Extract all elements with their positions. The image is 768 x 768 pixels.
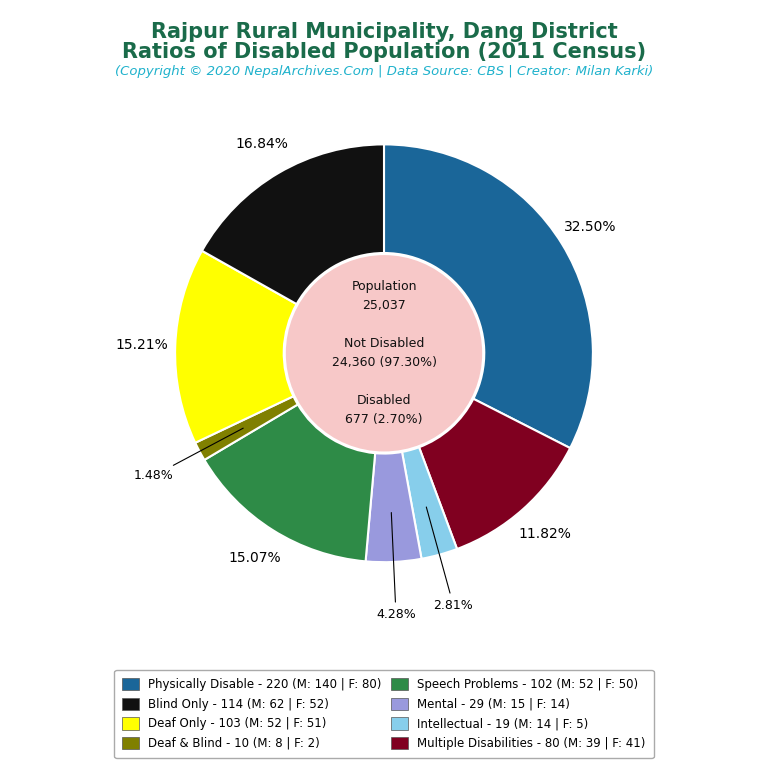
Wedge shape (204, 405, 375, 561)
Wedge shape (419, 399, 570, 549)
Wedge shape (195, 396, 298, 460)
Wedge shape (175, 251, 296, 443)
Text: (Copyright © 2020 NepalArchives.Com | Data Source: CBS | Creator: Milan Karki): (Copyright © 2020 NepalArchives.Com | Da… (115, 65, 653, 78)
Text: 32.50%: 32.50% (564, 220, 617, 233)
Text: 4.28%: 4.28% (376, 512, 415, 621)
Text: 11.82%: 11.82% (519, 527, 571, 541)
Text: 16.84%: 16.84% (236, 137, 288, 151)
Text: 15.07%: 15.07% (229, 551, 281, 565)
Circle shape (286, 255, 482, 452)
Wedge shape (384, 144, 593, 448)
Text: 2.81%: 2.81% (426, 507, 473, 611)
Text: 1.48%: 1.48% (134, 428, 243, 482)
Wedge shape (202, 144, 384, 304)
Text: Rajpur Rural Municipality, Dang District: Rajpur Rural Municipality, Dang District (151, 22, 617, 41)
Wedge shape (402, 447, 457, 559)
Wedge shape (366, 452, 422, 562)
Text: Population
25,037

Not Disabled
24,360 (97.30%)

Disabled
677 (2.70%): Population 25,037 Not Disabled 24,360 (9… (332, 280, 436, 426)
Legend: Physically Disable - 220 (M: 140 | F: 80), Blind Only - 114 (M: 62 | F: 52), Dea: Physically Disable - 220 (M: 140 | F: 80… (114, 670, 654, 758)
Text: 15.21%: 15.21% (115, 338, 168, 352)
Text: Ratios of Disabled Population (2011 Census): Ratios of Disabled Population (2011 Cens… (122, 42, 646, 62)
